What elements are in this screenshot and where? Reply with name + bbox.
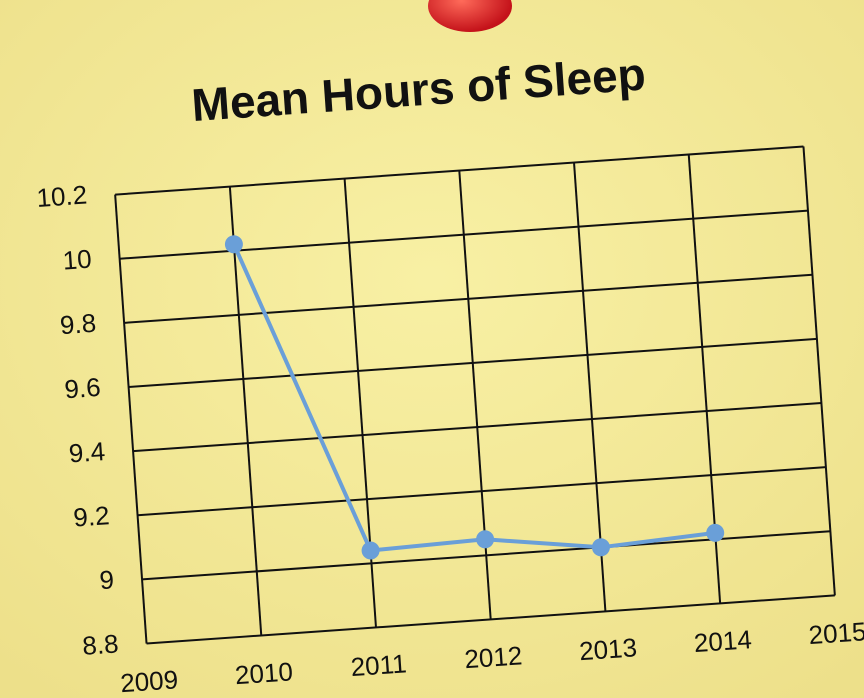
x-tick-label: 2015 — [808, 616, 864, 650]
x-tick-label: 2013 — [578, 632, 638, 666]
x-tick-label: 2010 — [234, 656, 294, 690]
y-tick-label: 9.4 — [68, 436, 106, 468]
y-tick-label: 9.2 — [72, 500, 110, 532]
y-tick-label: 9.6 — [63, 372, 101, 404]
x-tick-label: 2014 — [693, 624, 753, 658]
y-tick-label: 9 — [98, 564, 115, 595]
chart: Mean Hours of Sleep 8.899.29.49.69.81010… — [0, 0, 864, 698]
x-tick-label: 2009 — [119, 664, 179, 698]
y-tick-label: 9.8 — [59, 308, 97, 340]
page: Mean Hours of Sleep 8.899.29.49.69.81010… — [0, 0, 864, 698]
y-tick-label: 10.2 — [36, 179, 89, 212]
y-tick-label: 10 — [62, 244, 93, 276]
x-tick-label: 2011 — [350, 648, 408, 682]
x-tick-label: 2012 — [463, 640, 523, 674]
y-tick-label: 8.8 — [81, 628, 119, 660]
